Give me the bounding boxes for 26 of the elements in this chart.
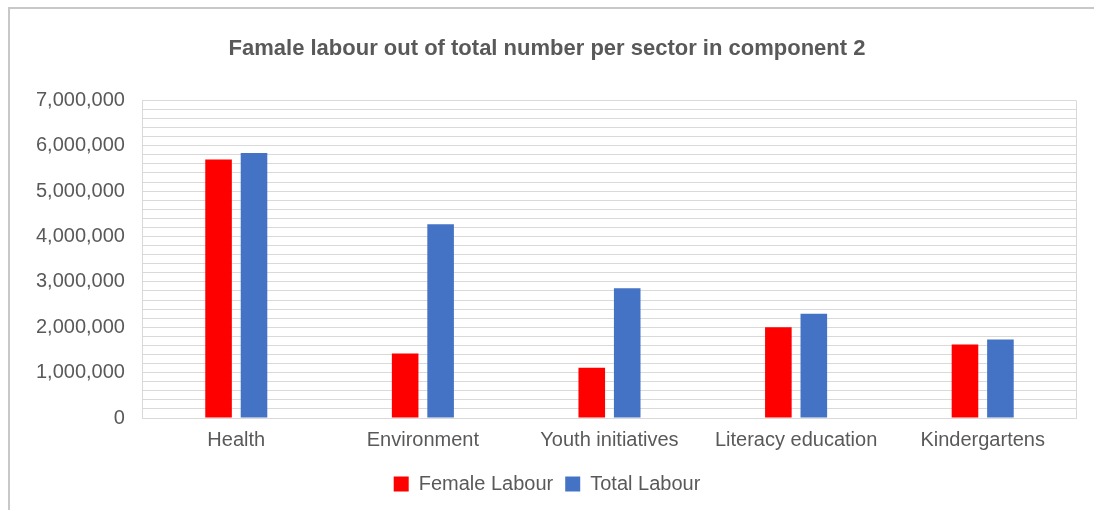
bar	[987, 339, 1014, 418]
x-tick-label: Kindergartens	[920, 427, 1045, 450]
y-tick-label: 1,000,000	[35, 360, 125, 383]
x-tick-label: Youth initiatives	[540, 427, 679, 450]
legend-label: Total Labour	[590, 471, 701, 494]
bar	[951, 344, 979, 418]
bar	[800, 313, 828, 418]
y-tick-label: 7,000,000	[35, 87, 125, 110]
y-tick-label: 2,000,000	[35, 314, 125, 337]
bar	[240, 153, 268, 418]
y-tick-label: 0	[113, 405, 125, 428]
x-tick-label: Literacy education	[714, 427, 878, 450]
y-tick-label: 6,000,000	[35, 133, 125, 156]
chart-title: Famale labour out of total number per sector in component 2	[228, 35, 866, 61]
y-tick-label: 4,000,000	[35, 224, 125, 247]
bar	[765, 327, 792, 418]
legend-label: Female Labour	[418, 471, 554, 494]
bar	[613, 288, 641, 418]
bar	[578, 367, 606, 418]
x-tick-label: Health	[207, 427, 266, 450]
bar	[427, 224, 454, 418]
bar	[205, 159, 232, 418]
x-tick-label: Environment	[366, 427, 480, 450]
y-tick-label: 5,000,000	[35, 178, 125, 201]
y-tick-label: 3,000,000	[35, 269, 125, 292]
bar	[391, 353, 419, 418]
